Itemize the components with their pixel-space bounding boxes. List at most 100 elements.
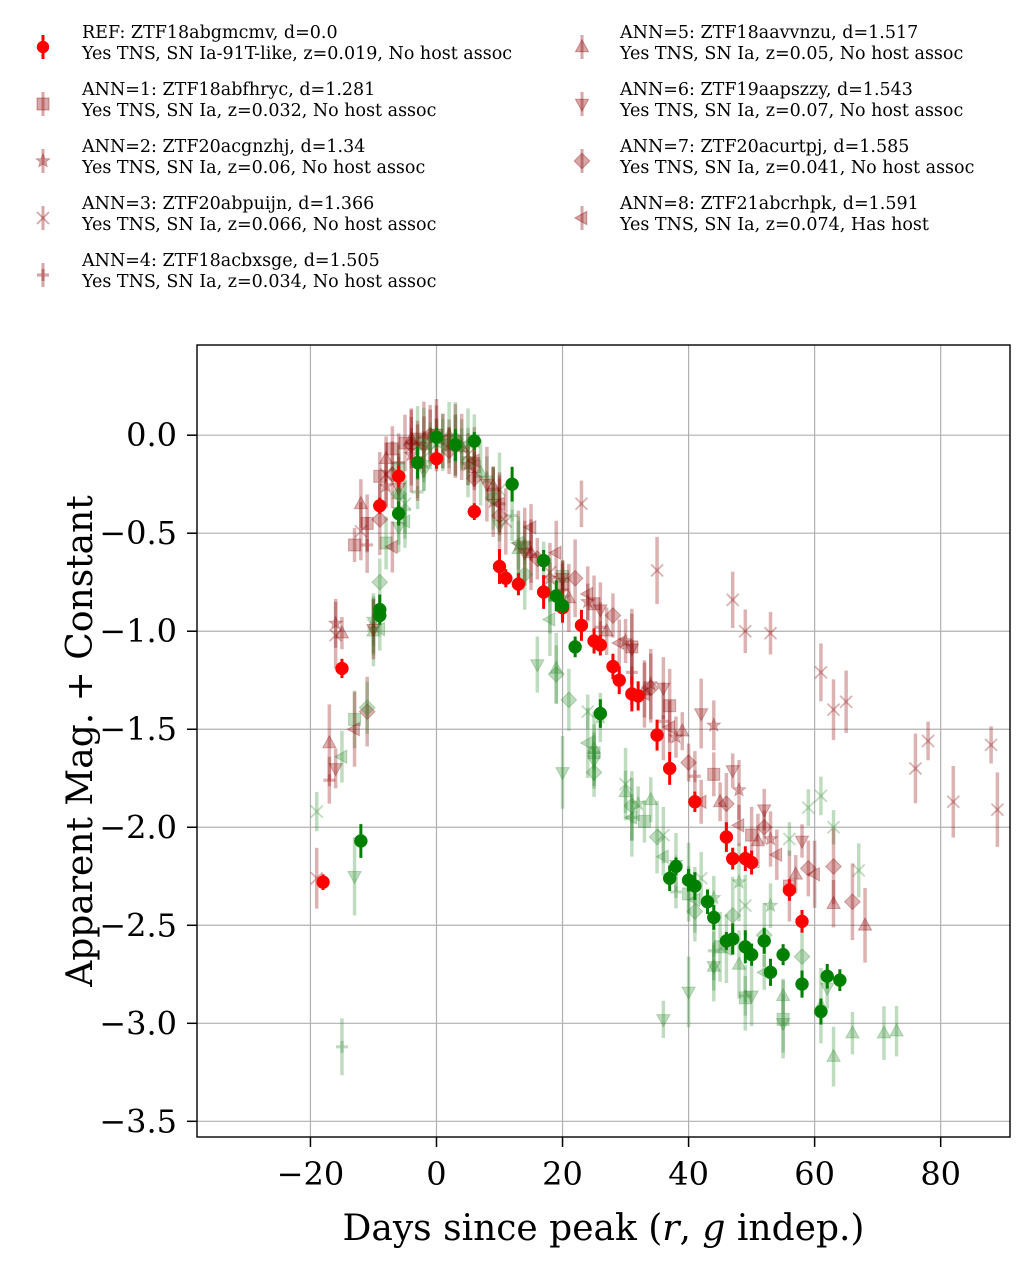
y-tick-label: −1.0 <box>99 612 177 650</box>
data-point <box>662 761 677 776</box>
series-ann-g-band <box>333 414 770 990</box>
legend-line2: Yes TNS, SN Ia-91T-like, z=0.019, No hos… <box>81 44 512 64</box>
data-point <box>492 483 507 497</box>
data-point <box>378 477 394 493</box>
data-point <box>548 660 564 674</box>
data-point <box>625 811 638 824</box>
data-point <box>700 895 715 909</box>
data-point <box>491 496 505 512</box>
data-point <box>946 795 960 809</box>
data-point <box>354 524 368 538</box>
data-point <box>473 464 489 478</box>
series-ann-r-band <box>310 405 1005 909</box>
data-point <box>612 673 627 687</box>
data-point <box>416 436 432 451</box>
data-point <box>738 899 752 913</box>
data-point <box>555 767 570 781</box>
series-ann-r-band <box>358 409 861 941</box>
y-tick-label: −2.0 <box>99 808 177 846</box>
data-point <box>555 572 570 587</box>
data-point <box>801 801 815 815</box>
data-point <box>525 548 538 561</box>
data-point <box>371 621 386 637</box>
data-point <box>536 585 551 599</box>
legend-marker-square <box>36 97 50 111</box>
data-point <box>744 855 759 870</box>
data-point <box>499 571 513 586</box>
data-point <box>730 817 745 833</box>
data-point <box>361 538 374 551</box>
data-point <box>731 781 747 797</box>
data-point <box>844 1024 860 1039</box>
data-point <box>348 538 362 552</box>
data-point <box>606 659 620 674</box>
data-point <box>706 961 722 975</box>
x-axis-label-g: g <box>702 1208 725 1249</box>
data-point <box>745 828 759 842</box>
data-point <box>411 486 424 499</box>
legend-line2: Yes TNS, SN Ia, z=0.066, No host assoc <box>81 215 436 235</box>
data-point <box>529 659 545 673</box>
data-point <box>617 632 634 648</box>
data-point <box>908 761 923 776</box>
data-point <box>358 699 376 717</box>
data-point <box>586 740 602 755</box>
data-point <box>499 514 513 529</box>
plot-data <box>310 398 1005 1087</box>
data-point <box>825 857 843 875</box>
legend-line2: Yes TNS, SN Ia, z=0.032, No host assoc <box>81 101 436 121</box>
x-tick-label: 80 <box>920 1155 961 1193</box>
data-point <box>594 621 607 634</box>
data-point <box>680 754 698 772</box>
data-point <box>795 914 809 929</box>
legend-line1: ANN=3: ZTF20abpuijn, d=1.366 <box>81 194 374 214</box>
data-point <box>574 618 589 633</box>
legend-marker-triangle-down <box>574 98 590 113</box>
data-point <box>719 830 734 844</box>
data-point <box>686 903 704 921</box>
data-point <box>599 622 615 637</box>
legend-marker-triangle-up <box>574 38 590 53</box>
data-point <box>814 665 828 680</box>
series-ann-r-band <box>323 401 701 804</box>
x-axis-label-sep: , <box>680 1208 703 1249</box>
legend-line2: Yes TNS, SN Ia, z=0.06, No host assoc <box>81 158 425 178</box>
x-tick-label: 40 <box>668 1155 709 1193</box>
y-tick-label: −3.0 <box>99 1004 177 1042</box>
series-ref-g-band <box>354 427 847 1025</box>
data-point <box>631 689 645 703</box>
data-point <box>448 438 463 452</box>
data-point <box>460 456 476 472</box>
data-point <box>316 875 330 889</box>
data-point <box>618 783 634 798</box>
data-point <box>763 965 778 980</box>
data-point <box>587 597 601 611</box>
data-point <box>782 883 797 897</box>
legend-line1: ANN=4: ZTF18acbxsge, d=1.505 <box>81 251 380 271</box>
data-point <box>493 497 506 510</box>
data-point <box>618 777 633 791</box>
data-point <box>360 516 374 530</box>
legend-line2: Yes TNS, SN Ia, z=0.041, No host assoc <box>619 158 974 178</box>
data-point <box>587 746 601 760</box>
data-point <box>852 863 866 878</box>
data-point <box>775 1017 791 1032</box>
data-point <box>814 789 828 803</box>
series-ann-r-band <box>321 398 873 963</box>
data-point <box>762 830 779 846</box>
data-point <box>681 986 697 1001</box>
y-tick-label: 0.0 <box>126 416 177 454</box>
data-point <box>347 870 363 885</box>
data-point <box>522 519 537 535</box>
data-point <box>411 432 425 446</box>
data-point <box>403 430 419 445</box>
data-point <box>757 934 771 948</box>
data-point <box>566 569 584 587</box>
data-point <box>755 818 773 836</box>
data-point <box>429 430 444 444</box>
data-point <box>485 493 502 509</box>
data-point <box>843 893 861 911</box>
plot-frame <box>196 344 1011 1138</box>
